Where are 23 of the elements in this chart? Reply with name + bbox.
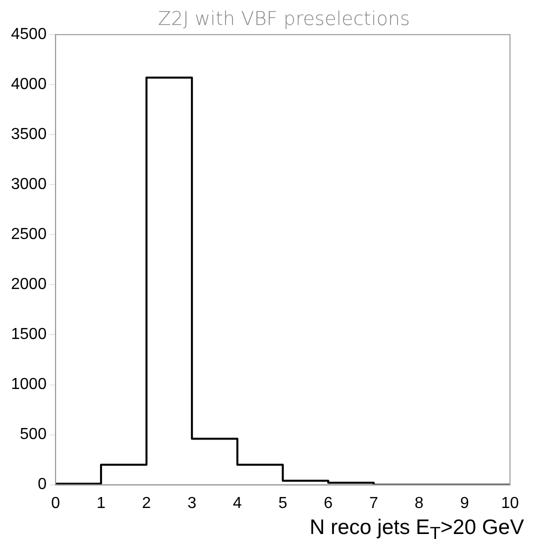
x-tick-label: 1 <box>96 494 106 512</box>
chart-title: Z2J with VBF preselections <box>158 8 410 30</box>
y-tick-label: 1000 <box>11 376 47 394</box>
x-tick-label: 10 <box>501 494 519 512</box>
y-tick-label: 500 <box>20 426 47 444</box>
y-tick-label: 4500 <box>11 26 47 44</box>
y-tick-label: 2000 <box>11 276 47 294</box>
y-tick-label: 2500 <box>11 226 47 244</box>
x-tick-label: 6 <box>324 494 333 512</box>
x-tick-label: 0 <box>51 494 60 512</box>
y-tick-label: 0 <box>38 476 47 494</box>
y-tick-label: 3000 <box>11 176 47 194</box>
y-tick-label: 1500 <box>11 326 47 344</box>
x-tick-label: 8 <box>414 494 424 512</box>
x-tick-label: 5 <box>278 494 288 512</box>
x-tick-label: 7 <box>369 494 378 512</box>
x-tick-label: 3 <box>187 494 196 512</box>
x-tick-label: 2 <box>142 494 152 512</box>
x-tick-label: 9 <box>460 494 470 512</box>
y-tick-label: 3500 <box>11 126 47 144</box>
x-tick-label: 4 <box>232 494 242 512</box>
x-axis-title: N reco jets E$_{T}$>20 GeV <box>310 516 524 544</box>
y-tick-label: 4000 <box>11 76 47 94</box>
